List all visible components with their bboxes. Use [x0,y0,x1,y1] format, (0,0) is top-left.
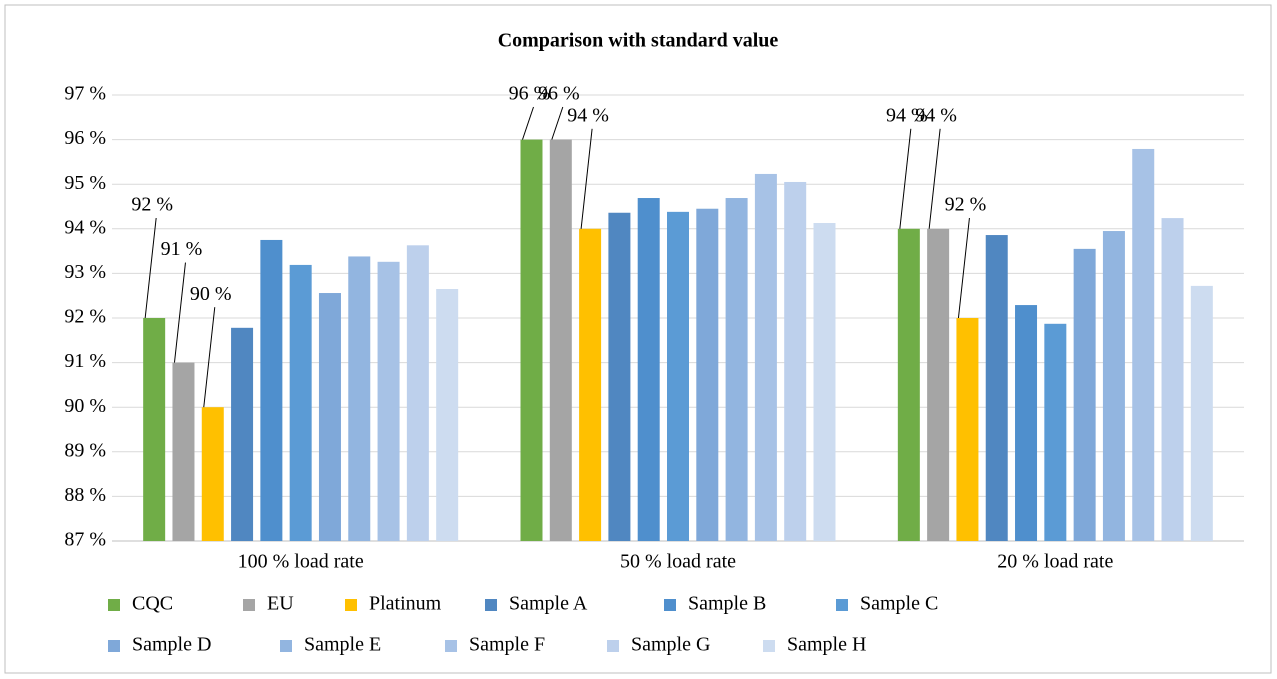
y-tick-label: 94 % [64,216,106,238]
data-label: 90 % [190,283,232,305]
label-leader [899,128,912,229]
legend-label: Sample F [469,634,545,656]
legend-label: Sample C [860,593,938,615]
data-label: 94 % [886,104,928,126]
legend-swatch [445,640,457,652]
bar [348,256,371,541]
x-tick-label: 100 % load rate [238,551,364,573]
bar [1073,248,1096,541]
label-leader [173,262,186,363]
y-tick-label: 93 % [64,261,106,283]
legend-label: CQC [132,593,173,615]
bar [377,261,400,541]
legend-swatch [763,640,775,652]
legend-label: Sample B [688,593,766,615]
legend-label: Sample D [132,634,211,656]
data-label: 96 % [509,83,551,105]
data-label: 94 % [915,104,957,126]
label-leader [957,217,970,319]
bar [143,318,166,541]
bar [927,228,950,542]
legend-swatch [108,640,120,652]
legend-label: Sample A [509,593,588,615]
x-tick-label: 50 % load rate [620,551,736,573]
bar [318,293,341,541]
bar [201,407,224,541]
legend-swatch [607,640,619,652]
y-tick-label: 92 % [64,306,106,328]
legend-swatch [836,599,848,611]
bar [520,139,543,541]
bar [956,318,979,541]
bar [696,208,719,542]
label-leader [580,128,593,229]
bar [406,245,429,541]
bar [784,181,807,541]
y-tick-label: 87 % [64,529,106,551]
bar [637,198,660,541]
legend-swatch [243,599,255,611]
data-label: 91 % [161,238,203,260]
data-label: 92 % [131,194,173,216]
y-tick-label: 95 % [64,172,106,194]
y-tick-label: 88 % [64,484,106,506]
legend-label: Sample H [787,634,866,656]
bar [1044,323,1067,541]
bar [260,239,283,541]
bar [289,264,312,541]
data-label: 96 % [538,83,580,105]
bar [725,198,748,541]
bar [754,173,777,541]
data-label: 94 % [567,104,609,126]
label-leader [928,128,941,229]
legend-label: Sample E [304,634,381,656]
y-tick-label: 90 % [64,395,106,417]
y-tick-label: 91 % [64,350,106,372]
bar [897,228,920,542]
data-label: 92 % [945,194,987,216]
label-leader [144,217,157,319]
label-leader [522,106,534,140]
legend-swatch [485,599,497,611]
legend-label: Platinum [369,593,442,615]
y-tick-label: 96 % [64,127,106,149]
bar [985,235,1008,541]
legend-swatch [280,640,292,652]
bar [1102,231,1125,541]
legend-swatch [108,599,120,611]
bar [608,212,631,541]
label-leader [551,106,564,140]
bar [813,223,836,541]
bar [231,327,254,541]
y-tick-label: 89 % [64,439,106,461]
bar [172,362,195,541]
legend-swatch [664,599,676,611]
bar [1161,218,1184,541]
legend-label: EU [267,593,294,615]
chart-title: Comparison with standard value [498,30,779,52]
y-tick-label: 97 % [64,83,106,105]
bar [436,289,459,541]
bar [1190,285,1213,541]
legend-label: Sample G [631,634,710,656]
bar [1015,305,1038,541]
legend-swatch [345,599,357,611]
bar [579,228,602,542]
bar [549,139,572,541]
bar [1132,148,1155,541]
label-leader [203,307,216,408]
x-tick-label: 20 % load rate [997,551,1113,573]
bar [667,211,689,542]
